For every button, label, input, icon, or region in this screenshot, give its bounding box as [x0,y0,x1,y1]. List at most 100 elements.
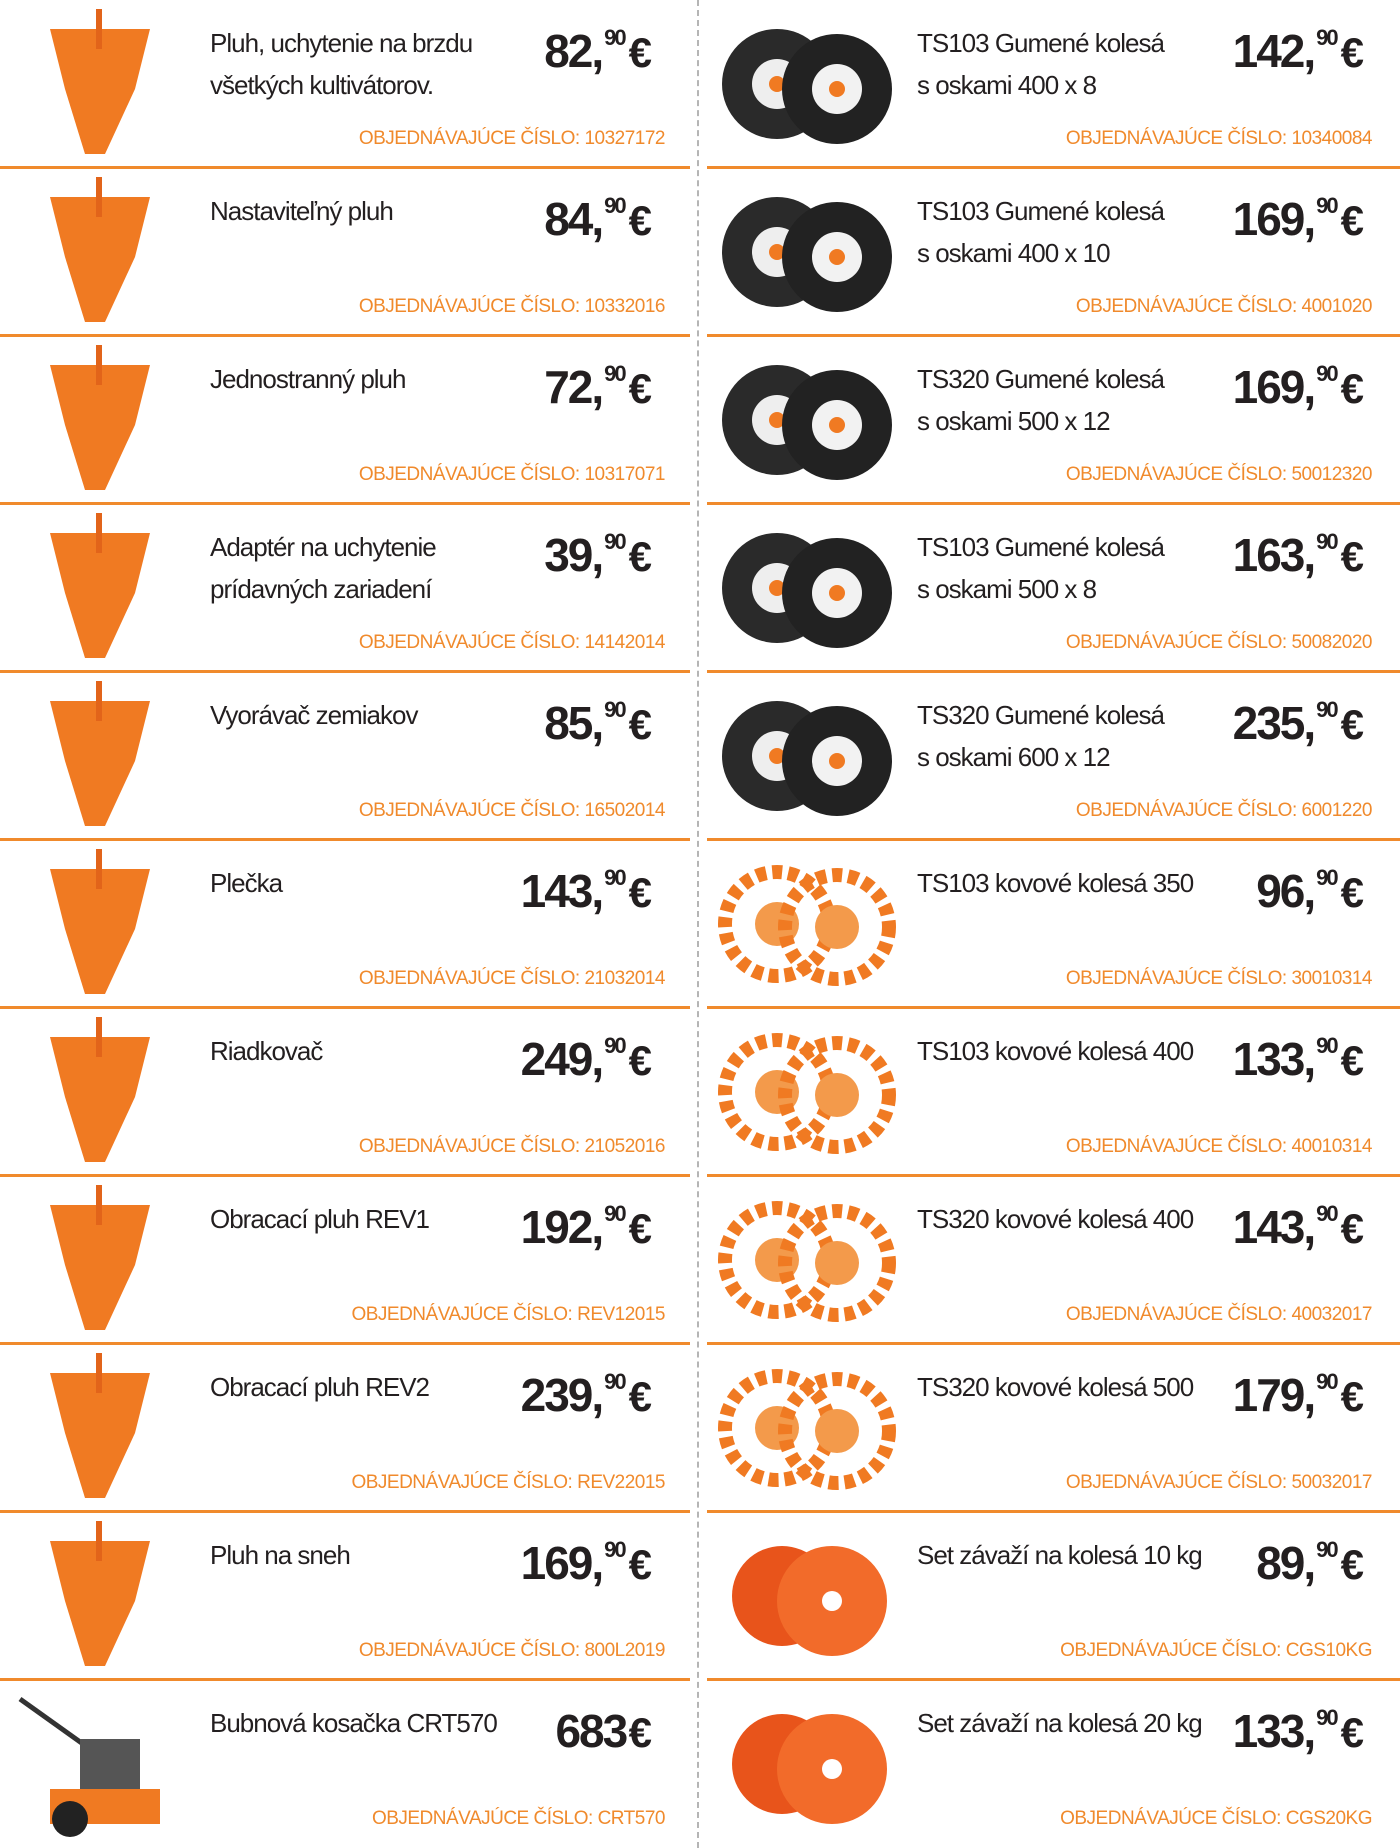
product-image [10,1520,190,1672]
product-image [10,344,190,496]
price-cents: 90 [604,361,624,386]
catalog-page: Pluh, uchytenie na brzduvšetkých kultivá… [0,0,1400,1848]
name-line: Set závaží na kolesá 20 kg [917,1702,1202,1744]
product-price: 169,90€ [1233,360,1362,414]
price-main: 142, [1233,25,1315,77]
price-currency: € [1341,365,1362,412]
name-line: Adaptér na uchytenie [210,526,436,568]
price-main: 39, [544,529,602,581]
product-row: Obracací pluh REV2239,90€OBJEDNÁVAJÚCE Č… [0,1344,690,1512]
price-currency: € [1341,29,1362,76]
order-number: OBJEDNÁVAJÚCE ČÍSLO: 10340084 [1066,128,1372,150]
price-currency: € [1341,869,1362,916]
name-line: Nastaviteľný pluh [210,190,393,232]
price-main: 143, [1233,1201,1315,1253]
price-currency: € [1341,701,1362,748]
price-cents: 90 [604,193,624,218]
product-row: TS320 kovové kolesá 500179,90€OBJEDNÁVAJ… [707,1344,1400,1512]
product-row: TS103 Gumené kolesás oskami 400 x 10169,… [707,168,1400,336]
product-price: 96,90€ [1256,864,1362,918]
name-line: všetkých kultivátorov. [210,64,472,106]
product-name: Adaptér na uchytenieprídavných zariadení [210,526,436,610]
order-number: OBJEDNÁVAJÚCE ČÍSLO: 10317071 [359,464,665,486]
product-image [10,680,190,832]
price-main: 192, [521,1201,603,1253]
price-currency: € [629,1709,650,1756]
product-name: TS320 Gumené kolesás oskami 600 x 12 [917,694,1164,778]
product-image [10,848,190,1000]
price-main: 82, [544,25,602,77]
price-currency: € [629,1541,650,1588]
product-image [10,512,190,664]
price-cents: 90 [1316,361,1336,386]
price-main: 235, [1233,697,1315,749]
price-main: 163, [1233,529,1315,581]
product-price: 72,90€ [544,360,650,414]
price-currency: € [629,701,650,748]
product-price: 143,90€ [521,864,650,918]
product-image [10,1688,190,1840]
price-main: 683 [555,1705,626,1757]
price-main: 89, [1256,1537,1314,1589]
product-name: Riadkovač [210,1030,322,1072]
name-line: TS103 Gumené kolesá [917,190,1164,232]
product-image [717,680,897,832]
product-price: 683 € [555,1704,650,1758]
price-currency: € [1341,533,1362,580]
price-currency: € [629,1037,650,1084]
name-line: Obracací pluh REV2 [210,1366,429,1408]
product-name: TS103 kovové kolesá 400 [917,1030,1193,1072]
name-line: Obracací pluh REV1 [210,1198,429,1240]
product-price: 192,90€ [521,1200,650,1254]
price-cents: 90 [604,1537,624,1562]
order-number: OBJEDNÁVAJÚCE ČÍSLO: 14142014 [359,632,665,654]
product-price: 249,90€ [521,1032,650,1086]
order-number: OBJEDNÁVAJÚCE ČÍSLO: CRT570 [372,1808,665,1830]
price-currency: € [629,1373,650,1420]
product-image [10,8,190,160]
product-name: Nastaviteľný pluh [210,190,393,232]
name-line: Plečka [210,862,282,904]
product-name: Obracací pluh REV1 [210,1198,429,1240]
name-line: TS320 kovové kolesá 500 [917,1366,1193,1408]
order-number: OBJEDNÁVAJÚCE ČÍSLO: 40010314 [1066,1136,1372,1158]
price-currency: € [1341,1709,1362,1756]
order-number: OBJEDNÁVAJÚCE ČÍSLO: 50012320 [1066,464,1372,486]
price-currency: € [629,1205,650,1252]
order-number: OBJEDNÁVAJÚCE ČÍSLO: 4001020 [1076,296,1372,318]
order-number: OBJEDNÁVAJÚCE ČÍSLO: 21052016 [359,1136,665,1158]
name-line: s oskami 600 x 12 [917,736,1164,778]
price-cents: 90 [1316,1369,1336,1394]
product-name: Bubnová kosačka CRT570 [210,1702,497,1744]
column-divider [697,0,699,1848]
price-currency: € [629,197,650,244]
name-line: s oskami 500 x 8 [917,568,1164,610]
product-row: TS320 kovové kolesá 400143,90€OBJEDNÁVAJ… [707,1176,1400,1344]
name-line: TS320 Gumené kolesá [917,694,1164,736]
product-image [10,1184,190,1336]
product-price: 133,90€ [1233,1704,1362,1758]
product-row: Bubnová kosačka CRT570 683 € OBJEDNÁVAJÚCE… [0,1680,690,1848]
product-image [717,8,897,160]
price-currency: € [629,533,650,580]
price-main: 96, [1256,865,1314,917]
product-image [10,176,190,328]
name-line: TS320 Gumené kolesá [917,358,1164,400]
price-main: 133, [1233,1033,1315,1085]
price-main: 85, [544,697,602,749]
price-cents: 90 [1316,529,1336,554]
price-cents: 90 [604,25,624,50]
price-main: 133, [1233,1705,1315,1757]
product-image [717,1016,897,1168]
order-number: OBJEDNÁVAJÚCE ČÍSLO: 21032014 [359,968,665,990]
order-number: OBJEDNÁVAJÚCE ČÍSLO: CGS10KG [1060,1640,1372,1662]
product-price: 89,90€ [1256,1536,1362,1590]
order-number: OBJEDNÁVAJÚCE ČÍSLO: 16502014 [359,800,665,822]
product-name: TS320 kovové kolesá 500 [917,1366,1193,1408]
order-number: OBJEDNÁVAJÚCE ČÍSLO: CGS20KG [1060,1808,1372,1830]
